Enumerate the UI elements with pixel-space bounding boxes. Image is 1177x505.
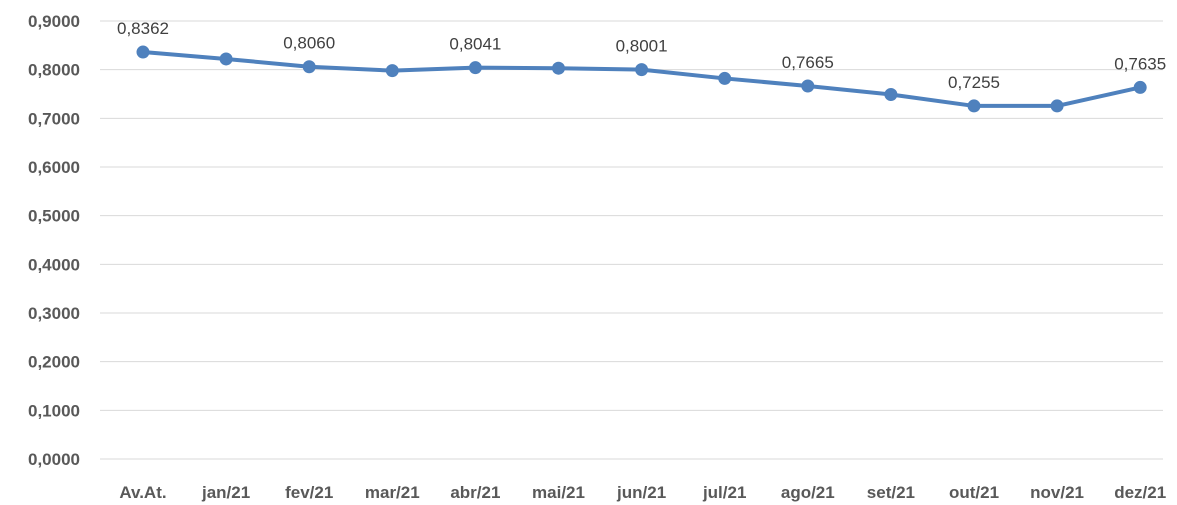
- y-tick-label: 0,5000: [28, 207, 80, 226]
- data-point: [468, 61, 482, 75]
- data-label: 0,8362: [117, 19, 169, 38]
- x-tick-label: set/21: [867, 483, 915, 502]
- data-point: [219, 52, 233, 66]
- x-tick-label: ago/21: [781, 483, 835, 502]
- data-label: 0,7255: [948, 73, 1000, 92]
- y-tick-label: 0,0000: [28, 450, 80, 469]
- x-tick-label: Av.At.: [119, 483, 166, 502]
- series-layer: [136, 45, 1147, 113]
- x-tick-label: jan/21: [201, 483, 250, 502]
- x-tick-label: fev/21: [285, 483, 333, 502]
- data-label: 0,7665: [782, 53, 834, 72]
- y-axis-tick-labels: 0,0000 0,1000 0,2000 0,3000 0,4000 0,5000 0,60…: [28, 12, 80, 469]
- x-tick-label: out/21: [949, 483, 999, 502]
- x-tick-label: nov/21: [1030, 483, 1084, 502]
- data-point: [1133, 80, 1147, 94]
- y-tick-label: 0,3000: [28, 304, 80, 323]
- y-tick-label: 0,8000: [28, 61, 80, 80]
- data-point: [385, 64, 399, 78]
- data-point: [302, 60, 316, 74]
- data-label: 0,8041: [449, 35, 501, 54]
- y-tick-label: 0,6000: [28, 158, 80, 177]
- data-point: [635, 63, 649, 77]
- data-point: [967, 99, 981, 113]
- data-point: [801, 79, 815, 93]
- data-label: 0,7635: [1114, 54, 1166, 73]
- data-point: [718, 71, 732, 85]
- data-point: [552, 61, 565, 75]
- x-tick-label: abr/21: [450, 483, 500, 502]
- gridlines: [100, 20, 1163, 460]
- y-tick-label: 0,9000: [28, 12, 80, 31]
- x-tick-label: mar/21: [365, 483, 420, 502]
- y-tick-label: 0,2000: [28, 353, 80, 372]
- data-label: 0,8060: [283, 34, 335, 53]
- data-point: [884, 87, 898, 101]
- data-point: [1050, 99, 1064, 113]
- y-tick-label: 0,7000: [28, 109, 80, 128]
- x-tick-label: mai/21: [532, 483, 585, 502]
- x-tick-label: dez/21: [1114, 483, 1166, 502]
- x-tick-label: jul/21: [702, 483, 746, 502]
- data-labels: 0,8362 0,8060 0,8041 0,8001 0,7665 0,7255 0,76…: [117, 19, 1166, 92]
- data-point: [136, 45, 150, 59]
- y-tick-label: 0,1000: [28, 401, 80, 420]
- x-tick-label: jun/21: [616, 483, 666, 502]
- x-axis-tick-labels: Av.At. jan/21 fev/21 mar/21 abr/21 mai/21 jun/…: [119, 483, 1166, 502]
- y-tick-label: 0,4000: [28, 255, 80, 274]
- data-label: 0,8001: [616, 37, 668, 56]
